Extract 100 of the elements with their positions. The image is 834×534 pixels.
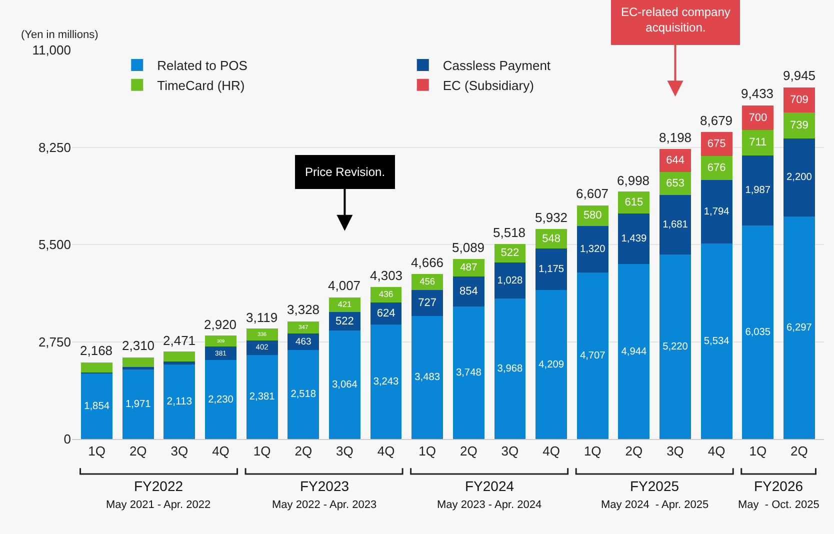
data-label: 3,748 <box>456 368 482 378</box>
text: FY2026 <box>754 478 804 494</box>
total-label: 9,945 <box>783 68 816 83</box>
bar <box>742 226 774 439</box>
bar <box>618 264 650 439</box>
bar <box>618 192 650 214</box>
bar <box>700 156 732 180</box>
data-label: 6,297 <box>786 322 812 334</box>
data-label: 727 <box>418 296 437 309</box>
bar <box>412 316 444 439</box>
bar <box>288 321 320 334</box>
data-label: 463 <box>295 336 312 348</box>
y-tick-label: 5,500 <box>38 237 71 252</box>
x-tick-label: 2Q <box>790 444 808 459</box>
bar <box>164 362 196 364</box>
x-tick-label: 3Q <box>666 444 684 459</box>
bar <box>246 328 278 341</box>
total-label: 2,471 <box>163 333 196 348</box>
x-tick-label: 3Q <box>336 444 354 459</box>
bar <box>494 298 526 439</box>
bar <box>205 336 236 347</box>
data-label: 2,113 <box>166 396 192 408</box>
bar <box>536 290 567 439</box>
data-label: 739 <box>790 119 808 132</box>
total-label: 2,920 <box>204 317 237 332</box>
bar <box>700 243 732 439</box>
bar <box>246 340 278 355</box>
data-label: 1,175 <box>538 264 564 276</box>
total-label: 3,328 <box>287 302 320 317</box>
bar <box>660 254 691 439</box>
legend-label: EC (Subsidiary) <box>442 78 534 93</box>
data-label: 1,320 <box>580 244 606 255</box>
data-label: 3,064 <box>332 380 358 391</box>
text: FY2025 <box>630 478 680 494</box>
y-axis-title: (Yen in millions) <box>21 29 98 41</box>
total-label: 8,679 <box>700 113 733 128</box>
data-label: 700 <box>748 112 768 124</box>
text: May - Oct. 2025 <box>738 499 820 511</box>
bar <box>452 306 484 439</box>
y-tick-label: 8,250 <box>38 140 71 155</box>
data-label: 3,968 <box>497 364 524 375</box>
text: May 2023 - Apr. 2024 <box>437 499 542 511</box>
x-tick-label: 1Q <box>88 444 106 459</box>
x-tick-label: 1Q <box>418 444 436 459</box>
bar <box>784 216 815 439</box>
bar <box>494 262 526 299</box>
total-label: 4,007 <box>328 278 361 293</box>
bar <box>742 105 774 130</box>
bar <box>81 362 112 373</box>
total-label: 5,932 <box>535 210 568 225</box>
x-tick-label: 4Q <box>542 444 560 459</box>
data-label: 624 <box>376 307 396 320</box>
data-label: 2,200 <box>786 172 812 184</box>
data-label: 3,483 <box>414 372 440 384</box>
data-label: 5,534 <box>704 336 730 347</box>
total-label: 3,119 <box>246 310 278 325</box>
x-tick-label: 2Q <box>460 444 478 459</box>
data-label: 1,794 <box>704 206 730 218</box>
text: EC-related company acquisition. <box>621 5 730 35</box>
total-label: 6,607 <box>576 186 609 201</box>
total-label: 8,198 <box>659 130 692 145</box>
x-tick-label: 1Q <box>253 444 271 459</box>
data-label: 1,987 <box>745 185 771 196</box>
bar <box>784 112 815 139</box>
data-label: 675 <box>707 138 726 150</box>
bar <box>784 87 815 112</box>
y-tick-label: 0 <box>64 432 71 447</box>
bar <box>452 259 484 276</box>
total-label: 2,310 <box>122 338 155 353</box>
data-label: 2,518 <box>290 389 316 400</box>
bar <box>660 194 691 254</box>
bar <box>660 149 691 172</box>
bar <box>742 155 774 226</box>
bar <box>536 248 567 290</box>
total-label: 5,518 <box>493 225 526 240</box>
data-label: 615 <box>624 196 644 208</box>
data-label: 653 <box>666 177 684 190</box>
bar <box>784 138 815 216</box>
total-label: 2,168 <box>80 343 113 358</box>
bar <box>122 357 154 367</box>
data-label: 3,243 <box>373 376 400 388</box>
x-tick-label: 3Q <box>170 444 188 459</box>
text: May 2022 - Apr. 2023 <box>272 499 377 511</box>
data-label: 4,944 <box>621 346 647 358</box>
x-tick-label: 1Q <box>584 444 602 459</box>
bar <box>742 130 774 156</box>
bar <box>288 350 320 439</box>
annotation: Price Revision. <box>305 165 386 179</box>
data-label: 1,854 <box>84 400 110 412</box>
x-tick-label: 3Q <box>501 444 519 459</box>
data-label: 644 <box>666 154 684 166</box>
bar <box>122 366 154 370</box>
total-label: 9,433 <box>741 86 774 101</box>
x-tick-label: 2Q <box>294 444 312 459</box>
x-tick-label: 1Q <box>749 444 767 459</box>
text: FY2022 <box>134 478 184 494</box>
legend-label: TimeCard (HR) <box>157 78 245 93</box>
y-tick-label: 2,750 <box>38 334 71 350</box>
bar <box>122 369 154 439</box>
bar <box>576 226 608 273</box>
